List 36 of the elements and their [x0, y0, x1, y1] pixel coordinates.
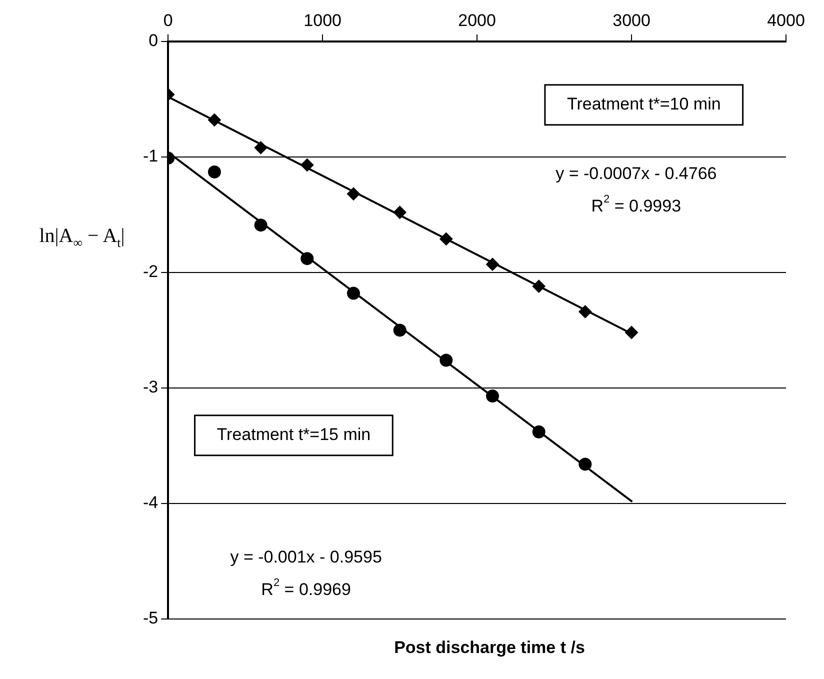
- y-tick-label: 0: [148, 31, 158, 50]
- x-tick-label: 3000: [612, 10, 650, 30]
- point: [578, 458, 592, 471]
- point: [300, 252, 314, 266]
- x-tick-label: 0: [163, 10, 173, 30]
- y-tick-label: -2: [142, 262, 158, 282]
- point: [300, 158, 314, 172]
- point: [208, 113, 221, 126]
- point: [393, 324, 406, 337]
- y-tick-label: -3: [142, 378, 158, 397]
- annotation: Treatment t*=10 min: [566, 94, 721, 114]
- point: [578, 305, 592, 318]
- point: [532, 280, 546, 293]
- point: [486, 390, 500, 403]
- x-tick-label: 2000: [458, 10, 496, 30]
- point: [532, 425, 546, 438]
- x-axis-title: Post discharge time t /s: [393, 638, 586, 658]
- annotation: Treatment t*=15 min: [216, 425, 371, 444]
- y-tick-label: -1: [142, 146, 158, 166]
- x-tick-label: 4000: [767, 10, 805, 30]
- annotation: y = -0.0007x - 0.4766: [556, 164, 717, 183]
- annotation: y = -0.001x - 0.9595: [230, 547, 382, 566]
- x-tick-label: 1000: [304, 10, 342, 30]
- point: [346, 187, 360, 200]
- point: [254, 141, 268, 154]
- point: [440, 232, 453, 246]
- point: [625, 326, 638, 340]
- point: [393, 206, 406, 219]
- point: [486, 258, 500, 271]
- point: [254, 218, 268, 232]
- y-tick-label: -5: [142, 608, 158, 628]
- point: [208, 165, 221, 178]
- point: [440, 354, 453, 367]
- y-axis-title: ln|A$_{∞}$ − A$_{t}$|: [38, 225, 126, 251]
- y-tick-label: -4: [142, 493, 158, 512]
- point: [346, 286, 360, 300]
